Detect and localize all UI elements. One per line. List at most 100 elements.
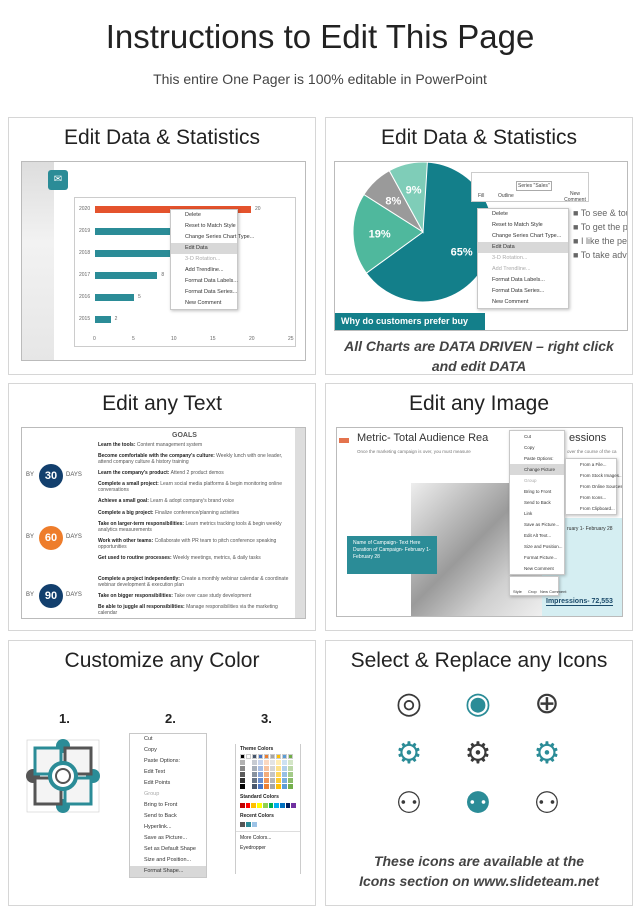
color-swatch[interactable]: [264, 778, 269, 783]
menu-item[interactable]: From Icons...: [580, 495, 607, 500]
color-swatch[interactable]: [276, 754, 281, 759]
pie-slice[interactable]: [388, 162, 428, 234]
color-swatch[interactable]: [246, 822, 251, 827]
menu-item[interactable]: Send to Back: [144, 813, 177, 819]
color-swatch[interactable]: [240, 778, 245, 783]
color-swatch[interactable]: [240, 822, 245, 827]
menu-item[interactable]: Cut: [524, 434, 532, 439]
color-swatch[interactable]: [279, 803, 285, 808]
color-swatch[interactable]: [288, 754, 293, 759]
menu-item[interactable]: New Comment: [492, 299, 529, 305]
pie-slice[interactable]: [352, 193, 424, 274]
series-select[interactable]: Series "Sales": [516, 181, 552, 191]
menu-item[interactable]: Size and Position...: [144, 857, 192, 863]
color-swatch[interactable]: [251, 803, 257, 808]
color-swatch[interactable]: [246, 760, 251, 765]
color-swatch[interactable]: [285, 803, 291, 808]
color-swatch[interactable]: [252, 778, 257, 783]
color-swatch[interactable]: [276, 784, 281, 789]
color-swatch[interactable]: [252, 754, 257, 759]
menu-item[interactable]: Edit Alt Text...: [524, 533, 552, 538]
menu-item[interactable]: 3-D Rotation...: [185, 256, 221, 262]
color-swatch[interactable]: [291, 803, 297, 808]
menu-item[interactable]: Format Data Series...: [185, 289, 238, 295]
menu-item[interactable]: Format Data Series...: [492, 288, 545, 294]
menu-item[interactable]: Reset to Match Style: [492, 222, 543, 228]
menu-item[interactable]: Paste Options:: [524, 456, 554, 461]
menu-item[interactable]: Add Trendline...: [492, 266, 531, 272]
color-swatch[interactable]: [270, 760, 275, 765]
color-swatch[interactable]: [264, 766, 269, 771]
group-meeting-icon[interactable]: ⚇: [533, 787, 561, 820]
color-swatch[interactable]: [246, 772, 251, 777]
color-swatch[interactable]: [246, 766, 251, 771]
menu-item[interactable]: From Clipboard...: [580, 506, 615, 511]
color-swatch[interactable]: [240, 760, 245, 765]
menu-item[interactable]: Copy: [524, 445, 535, 450]
color-swatch[interactable]: [276, 778, 281, 783]
color-swatch[interactable]: [274, 803, 279, 808]
color-swatch[interactable]: [276, 760, 281, 765]
fill-button[interactable]: Fill: [478, 193, 485, 199]
menu-item[interactable]: Edit Text: [144, 769, 165, 775]
milestone-list[interactable]: Learn the tools: Content management syst…: [92, 442, 292, 509]
color-swatch[interactable]: [240, 754, 245, 759]
menu-item[interactable]: Set as Default Shape: [144, 846, 196, 852]
menu-item[interactable]: From a File...: [580, 462, 607, 467]
menu-item[interactable]: Group: [144, 791, 160, 797]
color-swatch[interactable]: [258, 772, 263, 777]
color-swatch[interactable]: [270, 784, 275, 789]
menu-item[interactable]: Format Picture...: [524, 555, 558, 560]
color-swatch[interactable]: [288, 778, 293, 783]
menu-item[interactable]: Bring to Front: [144, 802, 178, 808]
scrollbar[interactable]: [295, 428, 305, 618]
color-swatch[interactable]: [262, 803, 268, 808]
color-swatch[interactable]: [258, 766, 263, 771]
color-swatch[interactable]: [240, 772, 245, 777]
menu-item[interactable]: Reset to Match Style: [185, 223, 236, 229]
color-swatch[interactable]: [282, 772, 287, 777]
menu-item[interactable]: Save as Picture...: [144, 835, 188, 841]
color-swatch[interactable]: [288, 766, 293, 771]
color-swatch[interactable]: [264, 772, 269, 777]
color-swatch[interactable]: [270, 754, 275, 759]
color-swatch[interactable]: [258, 778, 263, 783]
menu-item[interactable]: Send to Back: [524, 500, 551, 505]
color-swatch[interactable]: [240, 766, 245, 771]
bar[interactable]: [95, 294, 134, 301]
menu-item[interactable]: Paste Options:: [144, 758, 181, 764]
team-icon[interactable]: ⚉: [464, 787, 492, 820]
presentation-team-icon[interactable]: ⚇: [395, 787, 423, 820]
target-badge-icon[interactable]: ◉: [464, 687, 492, 720]
color-swatch[interactable]: [288, 760, 293, 765]
color-swatch[interactable]: [282, 766, 287, 771]
color-swatch[interactable]: [276, 772, 281, 777]
menu-item[interactable]: Delete: [185, 212, 201, 218]
crop-button[interactable]: Crop: [528, 589, 537, 594]
color-swatch[interactable]: [252, 766, 257, 771]
menu-item[interactable]: Format Data Labels...: [492, 277, 545, 283]
menu-item[interactable]: Save as Picture...: [524, 522, 560, 527]
menu-item[interactable]: New Comment: [185, 300, 222, 306]
color-swatch[interactable]: [258, 784, 263, 789]
milestone-list[interactable]: Complete a big project: Finalize confere…: [92, 510, 292, 566]
color-swatch[interactable]: [246, 778, 251, 783]
color-swatch[interactable]: [282, 760, 287, 765]
crosshair-icon[interactable]: ⊕: [534, 687, 560, 720]
menu-item[interactable]: Format Data Labels...: [185, 278, 238, 284]
gear-icon[interactable]: ⚙: [395, 737, 423, 770]
bar[interactable]: [95, 272, 158, 279]
menu-item[interactable]: Hyperlink...: [144, 824, 172, 830]
color-swatch[interactable]: [270, 778, 275, 783]
eyedropper-button[interactable]: Eyedropper: [240, 845, 266, 851]
color-swatch[interactable]: [257, 803, 262, 808]
color-swatch[interactable]: [246, 784, 251, 789]
color-swatch[interactable]: [282, 784, 287, 789]
color-swatch[interactable]: [264, 760, 269, 765]
new-comment-button[interactable]: New Comment: [564, 191, 586, 203]
menu-item[interactable]: Cut: [144, 736, 153, 742]
color-swatch[interactable]: [270, 772, 275, 777]
menu-item[interactable]: Edit Data: [171, 243, 237, 254]
menu-item[interactable]: New Comment: [524, 566, 554, 571]
bar[interactable]: [95, 228, 181, 235]
